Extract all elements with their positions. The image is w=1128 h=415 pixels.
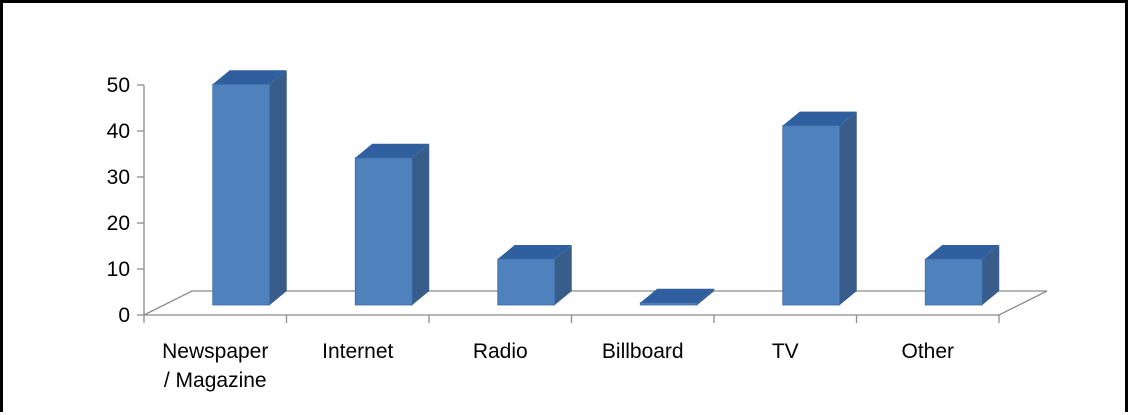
bar <box>212 70 287 306</box>
bar-side <box>697 288 715 305</box>
bar <box>924 245 1000 306</box>
y-tick-label: 20 <box>107 212 130 235</box>
x-category-label: Newspaper / Magazine <box>162 340 268 392</box>
bar-side <box>269 70 287 305</box>
x-category-label: Internet <box>322 340 393 363</box>
bar-front <box>497 258 556 306</box>
bar-side <box>839 111 857 305</box>
y-axis: 0 10 20 30 40 50 <box>107 74 1000 327</box>
bar-top <box>925 245 1000 259</box>
x-category-label: Radio <box>473 340 528 363</box>
bar <box>497 245 572 306</box>
bar-side <box>982 245 1000 305</box>
x-category-label: Billboard <box>602 340 684 363</box>
bar-series <box>212 70 1000 306</box>
bar-top <box>640 288 715 303</box>
bar <box>639 288 715 306</box>
bar-top <box>355 143 430 158</box>
bar <box>782 111 857 306</box>
bar-front <box>212 83 271 306</box>
x-category-label: TV <box>772 340 799 363</box>
bar-side <box>554 245 572 305</box>
bar-chart: 0 10 20 30 40 50 Newspaper / Magazine Internet R… <box>107 70 1048 392</box>
bar-top <box>497 245 572 259</box>
y-tick-label: 50 <box>107 74 130 97</box>
x-category-label: Other <box>901 340 954 363</box>
bar-side <box>412 143 430 305</box>
y-tick-label: 10 <box>107 258 130 281</box>
bar-front <box>782 125 841 306</box>
x-axis-labels: Newspaper / Magazine Internet Radio Billboar… <box>162 340 954 392</box>
bar-front <box>639 302 698 306</box>
bar-front <box>924 258 983 306</box>
bar <box>354 143 430 306</box>
bar-top <box>782 111 857 126</box>
y-tick-label: 40 <box>107 120 130 143</box>
bar-front <box>354 157 413 306</box>
y-tick-label: 0 <box>118 304 130 327</box>
y-tick-label: 30 <box>107 166 130 189</box>
bar-top <box>212 70 287 85</box>
